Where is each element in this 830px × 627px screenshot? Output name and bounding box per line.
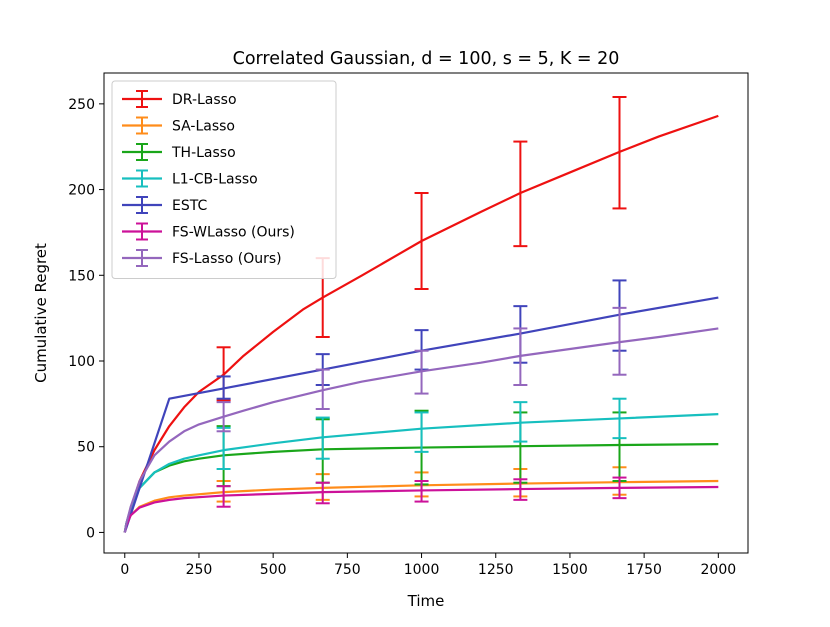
- error-bar: [612, 476, 627, 500]
- error-bar: [414, 349, 429, 395]
- error-bar: [513, 401, 528, 443]
- y-tick-label: 100: [68, 354, 95, 370]
- legend-entry-dr-lasso: DR-Lasso: [122, 90, 237, 108]
- x-tick-label: 500: [260, 562, 287, 578]
- legend-entry-th-lasso: TH-Lasso: [122, 143, 236, 161]
- legend-label: FS-WLasso (Ours): [172, 225, 295, 241]
- y-tick-label: 200: [68, 183, 95, 199]
- error-bar: [414, 411, 429, 453]
- error-bar: [513, 140, 528, 248]
- legend-box: [111, 80, 337, 279]
- x-tick-label: 1750: [626, 562, 662, 578]
- legend-entry-l1-cb-lasso: L1-CB-Lasso: [122, 169, 258, 188]
- error-bar: [315, 481, 330, 505]
- error-bar: [216, 485, 231, 508]
- legend-entry-fs-wlasso-ours: FS-WLasso (Ours): [122, 222, 295, 241]
- y-tick-label: 150: [68, 268, 95, 284]
- series-line-l1-cb-lasso: [123, 413, 719, 533]
- x-tick-label: 1500: [552, 562, 588, 578]
- series-fs-wlasso-ours: [123, 476, 719, 533]
- chart-title: Correlated Gaussian, d = 100, s = 5, K =…: [233, 49, 620, 69]
- legend-entry-estc: ESTC: [122, 196, 207, 214]
- y-tick-label: 0: [86, 525, 95, 541]
- legend-entry-fs-lasso-ours: FS-Lasso (Ours): [122, 249, 282, 267]
- y-tick-label: 50: [77, 440, 95, 456]
- x-tick-label: 250: [186, 562, 213, 578]
- error-bar: [612, 306, 627, 376]
- legend-label: SA-Lasso: [172, 119, 235, 135]
- x-tick-label: 1250: [478, 562, 514, 578]
- x-tick-label: 0: [120, 562, 129, 578]
- legend-label: L1-CB-Lasso: [172, 172, 258, 188]
- x-tick-label: 2000: [701, 562, 737, 578]
- legend: DR-Lasso SA-Lasso TH-Lasso L1-CB-Lasso ESTC F…: [111, 80, 337, 279]
- legend-entry-sa-lasso: SA-Lasso: [122, 116, 235, 135]
- error-bar: [414, 192, 429, 290]
- x-tick-label: 750: [334, 562, 361, 578]
- error-bar: [513, 327, 528, 386]
- series-fs-lasso-ours: [123, 306, 719, 533]
- y-tick-label: 250: [68, 97, 95, 113]
- legend-label: DR-Lasso: [172, 92, 237, 108]
- error-bar: [612, 397, 627, 440]
- y-axis-label: Cumulative Regret: [32, 243, 50, 383]
- legend-label: ESTC: [172, 198, 207, 214]
- x-axis-label: Time: [407, 592, 445, 610]
- plot-frame: [103, 72, 749, 554]
- x-tick-label: 1000: [404, 562, 440, 578]
- error-bar: [612, 96, 627, 210]
- series-l1-cb-lasso: [123, 397, 719, 533]
- error-bar: [315, 416, 330, 460]
- legend-label: TH-Lasso: [171, 145, 236, 161]
- error-bar: [216, 375, 231, 400]
- series-line-fs-wlasso-ours: [123, 485, 719, 533]
- series-line-fs-lasso-ours: [123, 327, 719, 533]
- series-line-estc: [123, 296, 719, 533]
- legend-label: FS-Lasso (Ours): [172, 251, 282, 267]
- error-bar: [513, 478, 528, 501]
- error-bar: [315, 368, 330, 410]
- error-bar: [216, 401, 231, 433]
- error-bar: [414, 480, 429, 503]
